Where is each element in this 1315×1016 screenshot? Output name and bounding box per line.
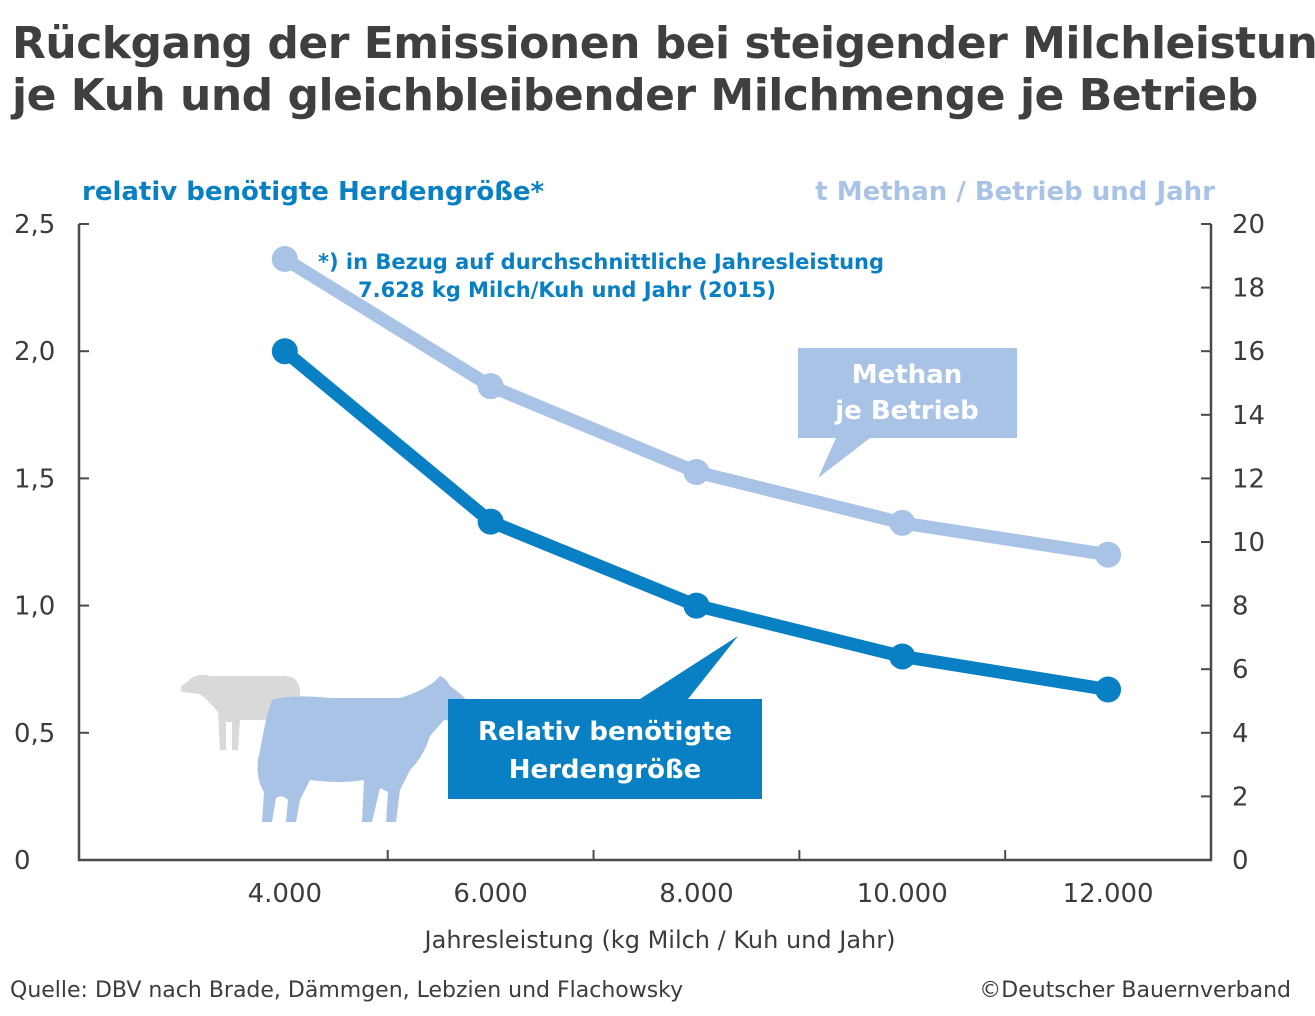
copyright-note: ©Deutscher Bauernverband	[979, 978, 1291, 1003]
left-axis-title: relativ benötigte Herdengröße*	[82, 177, 545, 207]
left-tick-label: 1,0	[14, 592, 55, 622]
callout-methan: Methan je Betrieb	[798, 348, 1017, 478]
left-tick-label: 2,0	[14, 337, 55, 367]
left-tick-label: 0,5	[14, 719, 55, 749]
data-point	[477, 508, 504, 535]
right-axis-ticks: 0 2 4 6 8 10 12 14 16 18 20	[1201, 210, 1265, 876]
chart-title: Rückgang der Emissionen bei steigender M…	[12, 18, 1315, 122]
left-tick-label: 0	[14, 846, 31, 876]
footnote: *) in Bezug auf durchschnittliche Jahres…	[318, 248, 884, 304]
footnote-line-1: *) in Bezug auf durchschnittliche Jahres…	[318, 250, 885, 274]
cow-large-icon	[257, 676, 474, 822]
right-tick-label: 14	[1232, 401, 1265, 431]
left-axis-ticks: 0 0,5 1,0 1,5 2,0 2,5	[14, 210, 89, 876]
chart-title-line-1: Rückgang der Emissionen bei steigender M…	[12, 18, 1315, 69]
x-tick-label: 6.000	[453, 879, 527, 909]
right-tick-label: 20	[1232, 210, 1265, 240]
series-herde	[271, 338, 1122, 703]
callout-methan-line-2: je Betrieb	[834, 396, 978, 426]
callout-herde: Relativ benötigte Herdengröße	[448, 636, 762, 799]
data-point	[1095, 676, 1122, 703]
footnote-line-2: 7.628 kg Milch/Kuh und Jahr (2015)	[358, 278, 777, 302]
series-methan	[271, 245, 1122, 568]
data-point	[477, 373, 504, 400]
x-tick-label: 8.000	[659, 879, 733, 909]
data-point	[271, 338, 298, 365]
source-note: Quelle: DBV nach Brade, Dämmgen, Lebzien…	[10, 978, 684, 1003]
right-tick-label: 4	[1232, 719, 1249, 749]
right-tick-label: 10	[1232, 528, 1265, 558]
data-point	[683, 592, 710, 619]
chart-title-line-2: je Kuh und gleichbleibender Milchmenge j…	[12, 70, 1258, 121]
cow-small-icon	[180, 674, 300, 750]
data-point	[683, 459, 710, 486]
right-axis-title: t Methan / Betrieb und Jahr	[815, 177, 1215, 207]
data-point	[1095, 541, 1122, 568]
x-tick-label: 10.000	[857, 879, 948, 909]
x-axis-title: Jahresleistung (kg Milch / Kuh und Jahr)	[423, 926, 896, 954]
data-point	[889, 643, 916, 670]
right-tick-label: 0	[1232, 846, 1249, 876]
x-axis-ticks: 4.000 6.000 8.000 10.000 12.000	[248, 850, 1154, 909]
callout-herde-line-2: Herdengröße	[509, 755, 702, 785]
data-point	[889, 509, 916, 536]
callout-herde-line-1: Relativ benötigte	[478, 717, 732, 747]
right-tick-label: 6	[1232, 655, 1249, 685]
right-tick-label: 8	[1232, 592, 1249, 622]
right-tick-label: 12	[1232, 464, 1265, 494]
callout-methan-line-1: Methan	[852, 360, 963, 390]
left-tick-label: 1,5	[14, 464, 55, 494]
x-tick-label: 12.000	[1063, 879, 1154, 909]
data-point	[271, 245, 298, 272]
right-tick-label: 16	[1232, 337, 1265, 367]
left-tick-label: 2,5	[14, 210, 55, 240]
right-tick-label: 2	[1232, 782, 1249, 812]
right-tick-label: 18	[1232, 274, 1265, 304]
x-tick-label: 4.000	[248, 879, 322, 909]
